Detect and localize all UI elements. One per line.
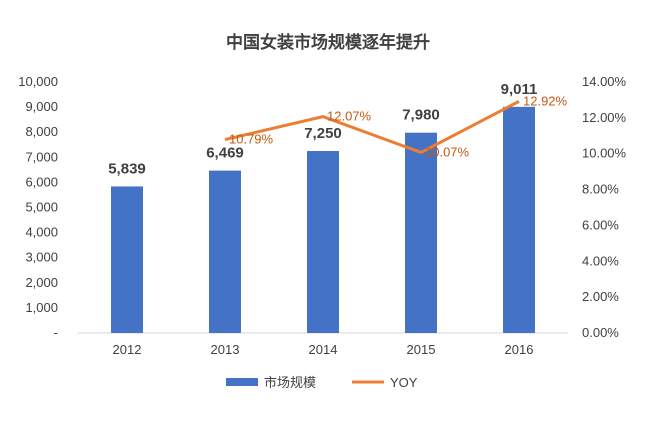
- y2-tick-label: 8.00%: [582, 182, 619, 197]
- bar-data-label: 6,469: [206, 145, 244, 162]
- y-tick-label: 9,000: [25, 99, 58, 114]
- y2-tick-label: 2.00%: [582, 289, 619, 304]
- y-tick-label: -: [54, 325, 58, 340]
- bar-data-label: 7,980: [402, 107, 440, 124]
- x-axis: 2012 2013 2014 2015 2016: [78, 332, 568, 357]
- bar-data-labels: 5,839 6,469 7,250 7,980 9,011: [108, 81, 537, 178]
- line-data-label: 10.79%: [229, 132, 274, 147]
- y-tick-label: 6,000: [25, 174, 58, 189]
- x-tick-label: 2012: [113, 342, 142, 357]
- yoy-line: [224, 100, 520, 154]
- y-axis-right: 0.00% 2.00% 4.00% 6.00% 8.00% 10.00% 12.00% 14.…: [582, 74, 627, 340]
- y2-tick-label: 12.00%: [582, 110, 627, 125]
- chart-title: 中国女装市场规模逐年提升: [226, 32, 430, 52]
- y-tick-label: 4,000: [25, 225, 58, 240]
- line-data-label: 12.92%: [523, 93, 568, 108]
- y2-tick-label: 6.00%: [582, 217, 619, 232]
- bar-data-label: 5,839: [108, 160, 146, 177]
- line-data-labels: 10.79% 12.07% 10.07% 12.92%: [229, 93, 568, 159]
- bar-series: [111, 106, 535, 333]
- y-tick-label: 8,000: [25, 124, 58, 139]
- line-data-label: 12.07%: [327, 109, 372, 124]
- legend-line-label: YOY: [390, 375, 418, 390]
- y-tick-label: 10,000: [18, 74, 58, 89]
- y2-tick-label: 0.00%: [582, 325, 619, 340]
- x-tick-label: 2013: [211, 342, 240, 357]
- legend-bar-swatch: [226, 378, 258, 386]
- bar: [209, 170, 241, 333]
- bar: [111, 186, 143, 333]
- y-tick-label: 2,000: [25, 275, 58, 290]
- y2-tick-label: 10.00%: [582, 146, 627, 161]
- legend: 市场规模 YOY: [226, 375, 418, 390]
- bar: [307, 151, 339, 333]
- x-tick-label: 2016: [505, 342, 534, 357]
- y2-tick-label: 4.00%: [582, 253, 619, 268]
- y2-tick-label: 14.00%: [582, 74, 627, 89]
- x-tick-label: 2015: [407, 342, 436, 357]
- y-tick-label: 5,000: [25, 200, 58, 215]
- x-tick-label: 2014: [309, 342, 338, 357]
- y-tick-label: 1,000: [25, 300, 58, 315]
- bar-data-label: 9,011: [501, 81, 538, 98]
- line-series: [224, 100, 520, 154]
- legend-bar-label: 市场规模: [264, 375, 316, 390]
- bar: [405, 132, 437, 333]
- bar: [503, 106, 535, 333]
- y-axis-left: - 1,000 2,000 3,000 4,000 5,000 6,000 7,000 8,00…: [18, 74, 58, 340]
- bar-data-label: 7,250: [304, 125, 342, 142]
- y-tick-label: 7,000: [25, 149, 58, 164]
- line-data-label: 10.07%: [425, 144, 470, 159]
- y-tick-label: 3,000: [25, 250, 58, 265]
